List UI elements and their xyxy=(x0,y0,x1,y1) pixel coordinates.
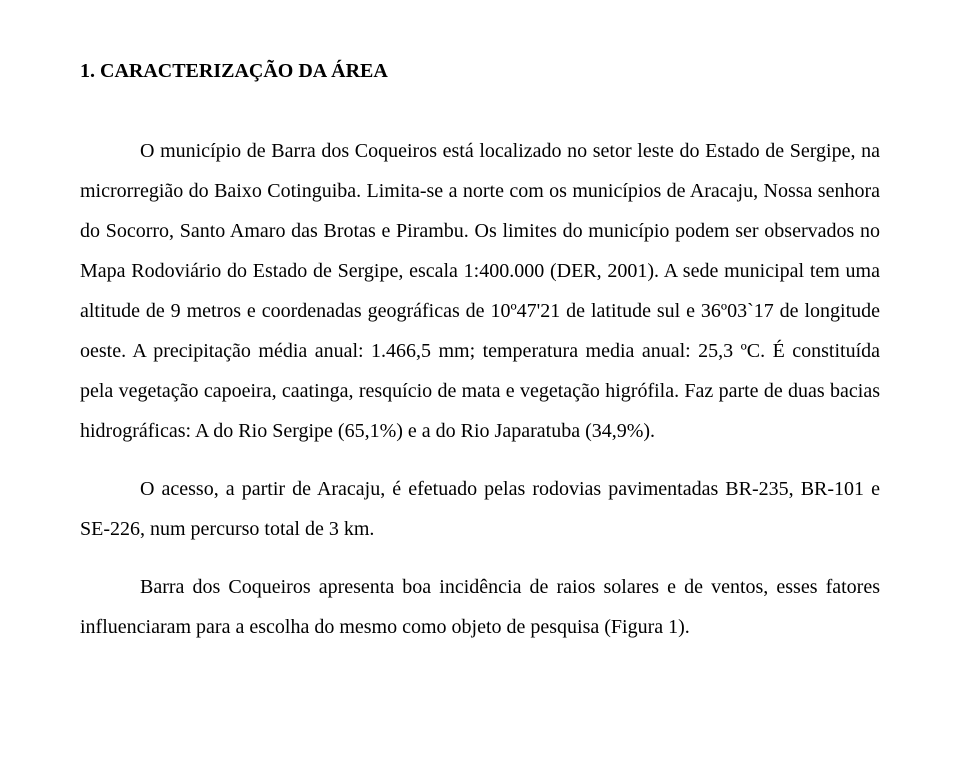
body-paragraph: Barra dos Coqueiros apresenta boa incidê… xyxy=(80,567,880,647)
section-heading: 1. CARACTERIZAÇÃO DA ÁREA xyxy=(80,60,880,83)
body-paragraph: O município de Barra dos Coqueiros está … xyxy=(80,131,880,451)
body-paragraph: O acesso, a partir de Aracaju, é efetuad… xyxy=(80,469,880,549)
